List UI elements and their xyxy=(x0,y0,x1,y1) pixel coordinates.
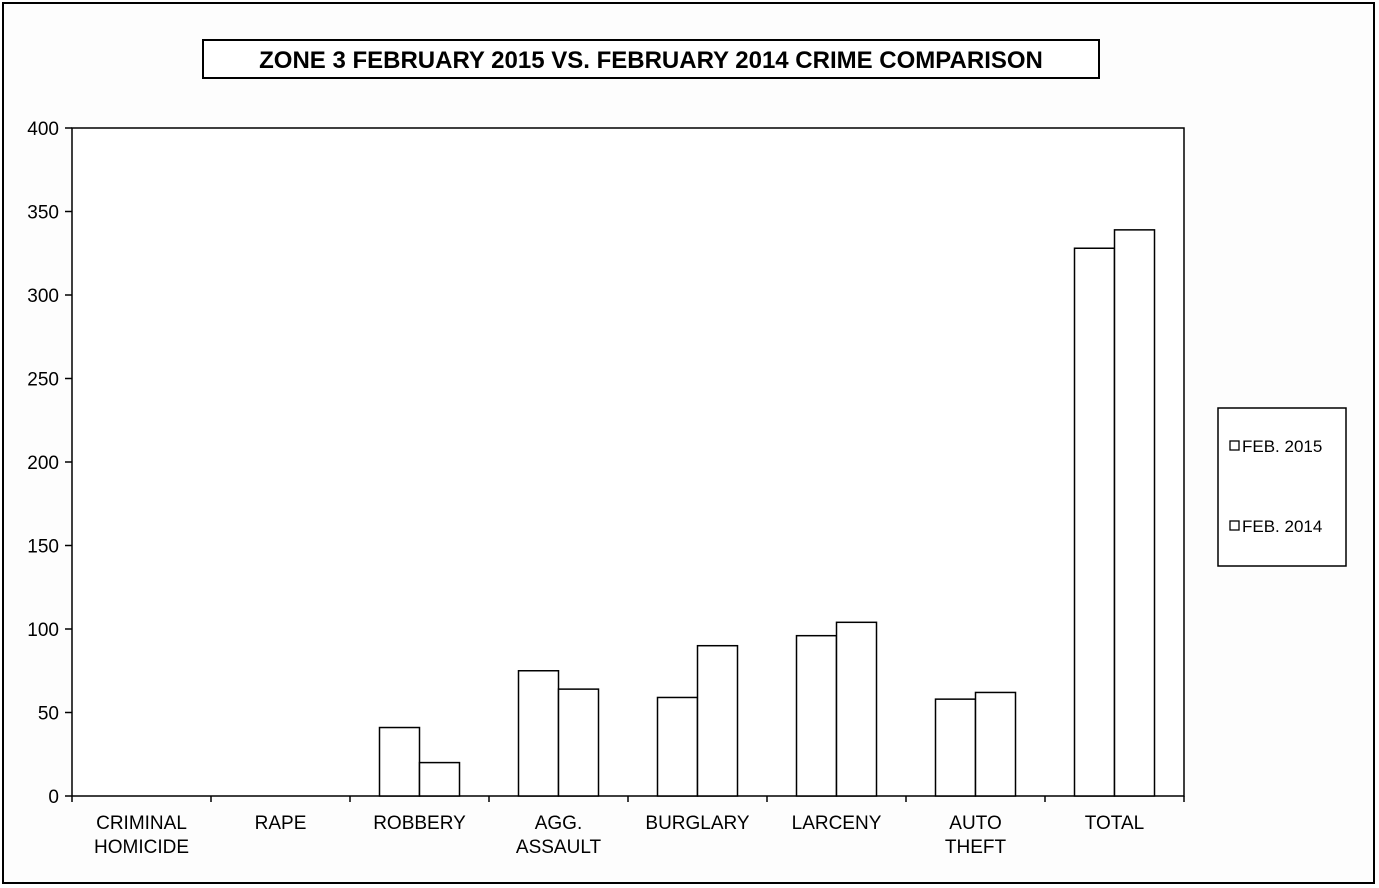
y-tick-label: 200 xyxy=(27,453,59,474)
x-category-label: BURGLARY xyxy=(645,813,750,834)
bar-series-1 xyxy=(378,726,421,797)
x-category-label: RAPE xyxy=(255,813,307,834)
y-tick-label: 400 xyxy=(27,119,59,140)
y-tick-label: 150 xyxy=(27,537,59,558)
legend-label: FEB. 2014 xyxy=(1242,517,1322,536)
bars xyxy=(378,229,1156,797)
x-category-label: HOMICIDE xyxy=(94,837,189,858)
legend: FEB. 2015 FEB. 2014 xyxy=(1217,407,1347,567)
bar-series-1 xyxy=(1073,247,1116,797)
bar-series-2 xyxy=(418,761,461,797)
x-axis: CRIMINAL HOMICIDE RAPE ROBBERY AGG. ASSAULT BU… xyxy=(71,796,1185,858)
x-category-label: AUTO xyxy=(949,813,1001,834)
y-tick-label: 250 xyxy=(27,370,59,391)
y-axis: 0 50 100 150 200 250 300 350 400 xyxy=(27,119,72,808)
bar-series-2 xyxy=(696,644,739,797)
legend-label: FEB. 2015 xyxy=(1242,437,1322,456)
x-category-label: CRIMINAL xyxy=(96,813,187,834)
y-tick-label: 0 xyxy=(48,787,59,808)
x-category-label: THEFT xyxy=(945,837,1007,858)
bar-series-2 xyxy=(974,691,1017,797)
bar-series-1 xyxy=(934,698,977,797)
bar-series-1 xyxy=(656,696,699,797)
x-category-label: LARCENY xyxy=(792,813,882,834)
bar-series-1 xyxy=(795,634,838,797)
bar-series-2 xyxy=(835,621,878,797)
y-tick-label: 350 xyxy=(27,203,59,224)
x-category-label: TOTAL xyxy=(1085,813,1144,834)
y-tick-label: 300 xyxy=(27,286,59,307)
legend-swatch xyxy=(1229,440,1240,451)
bar-series-2 xyxy=(557,688,600,797)
bar-series-2 xyxy=(1113,229,1156,797)
y-tick-label: 50 xyxy=(38,704,59,725)
bar-series-1 xyxy=(517,670,560,797)
x-category-label: ASSAULT xyxy=(516,837,602,858)
legend-swatch xyxy=(1229,520,1240,531)
y-tick-label: 100 xyxy=(27,620,59,641)
chart-title: ZONE 3 FEBRUARY 2015 VS. FEBRUARY 2014 C… xyxy=(259,47,1043,74)
chart-title-box: ZONE 3 FEBRUARY 2015 VS. FEBRUARY 2014 C… xyxy=(202,39,1100,79)
plot-area xyxy=(71,127,1185,797)
x-category-label: AGG. xyxy=(535,813,583,834)
x-category-label: ROBBERY xyxy=(373,813,466,834)
